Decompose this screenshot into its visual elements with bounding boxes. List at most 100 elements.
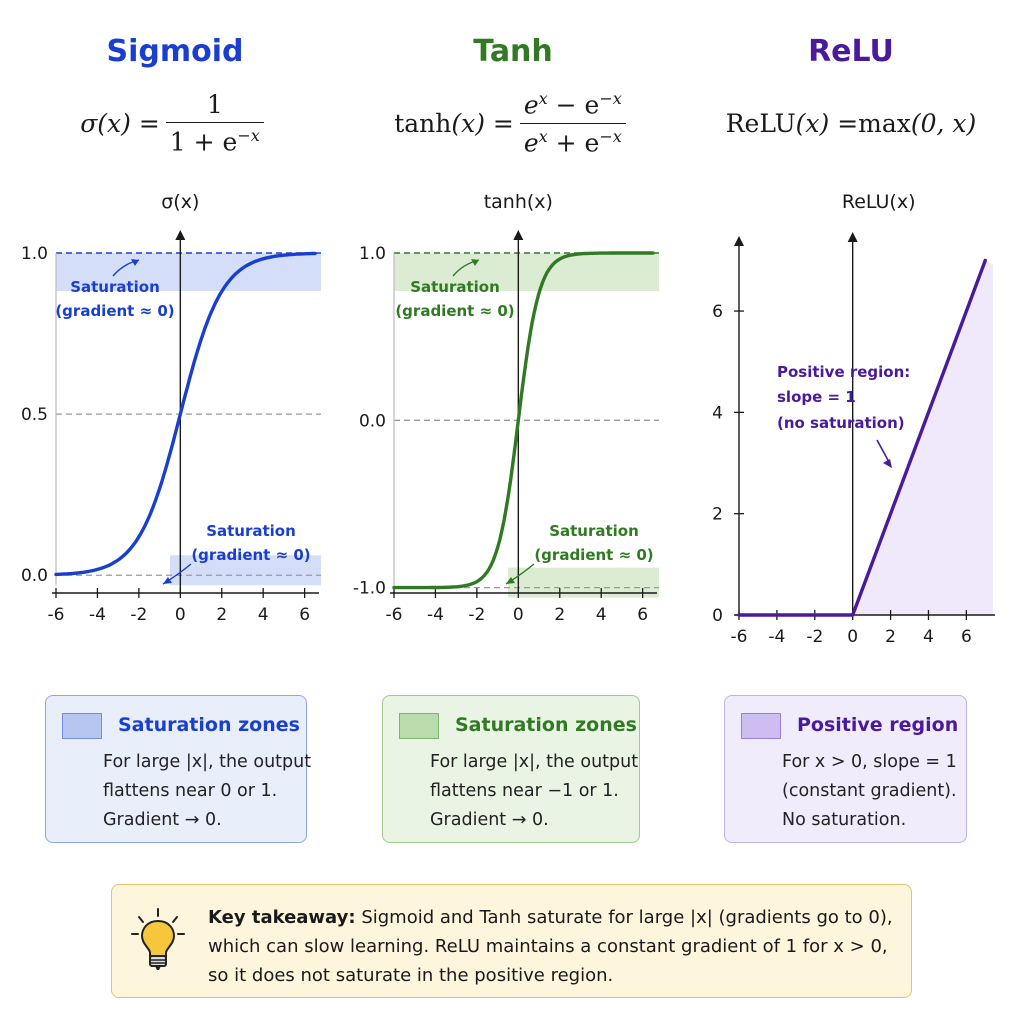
sigmoid-y-tick-label: 0.5	[21, 405, 48, 425]
tanh-den-mid: + e	[547, 127, 600, 157]
sigmoid-formula-exponent: −x	[237, 125, 260, 145]
relu-y-axis-label: ReLU(x)	[842, 191, 916, 213]
relu-y-tick-label: 2	[712, 505, 723, 525]
tanh-annotation-arrowhead	[506, 577, 515, 584]
tanh-saturation-zone-top	[394, 253, 659, 291]
sigmoid-y-axis-label: σ(x)	[161, 191, 199, 213]
relu-legend-swatch	[741, 713, 781, 739]
sigmoid-legend: Saturation zones For large |x|, the outp…	[45, 695, 311, 843]
sigmoid-annotation-label: (gradient ≈ 0)	[191, 546, 310, 564]
tanh-y-axis-label: tanh(x)	[484, 191, 553, 213]
relu-x-tick-label: -6	[731, 627, 748, 647]
tanh-num-sup1: x	[538, 89, 548, 109]
tanh-legend-title: Saturation zones	[455, 714, 637, 736]
sigmoid-series-line	[54, 251, 317, 577]
tanh-annotation-label: (gradient ≈ 0)	[534, 546, 653, 564]
tanh-num-mid: − e	[547, 90, 600, 120]
tanh-num-base: e	[523, 90, 539, 120]
tanh-den-sup1: x	[538, 126, 548, 146]
relu-formula: ReLU (x) = max (0, x)	[681, 88, 1021, 158]
sigmoid-saturation-zone-top	[56, 253, 321, 291]
relu-positive-region-shade	[852, 260, 993, 615]
relu-y-tick-label: 6	[712, 302, 723, 322]
tanh-formula: tanh (x) = ex − e−x ex + e−x	[343, 88, 683, 158]
relu-series-line	[737, 258, 987, 617]
relu-y-axis-left-arrow	[734, 236, 744, 246]
sigmoid-y-tick-label: 1.0	[21, 244, 48, 264]
tanh-den-sup2: −x	[599, 126, 622, 146]
tanh-y-tick-label: 1.0	[359, 244, 386, 264]
relu-legend-line: No saturation.	[782, 810, 907, 830]
sigmoid-formula-denominator: 1 + e	[169, 127, 238, 157]
takeaway-label: Key takeaway:	[208, 907, 356, 928]
tanh-x-tick-label: -6	[386, 605, 403, 625]
sigmoid-formula-lhs: σ(x) =	[80, 108, 160, 138]
tanh-chart: tanh(x) -1.0 0.0 1.0 -6 -4 -2 0 2 4 6 Saturation (gr…	[353, 191, 659, 625]
tanh-panel: Tanh tanh (x) = ex − e−x ex + e−x tanh(x)…	[343, 0, 683, 660]
relu-legend-title: Positive region	[797, 714, 959, 736]
tanh-annotation-label: (gradient ≈ 0)	[395, 302, 514, 320]
sigmoid-x-tick-label: 2	[216, 605, 227, 625]
tanh-series-line	[392, 251, 655, 590]
tanh-x-tick-label: -4	[427, 605, 444, 625]
tanh-num-sup2: −x	[599, 89, 622, 109]
sigmoid-x-tick-label: -6	[48, 605, 65, 625]
sigmoid-legend-line: flattens near 0 or 1.	[103, 781, 278, 801]
sigmoid-x-tick-label: 6	[299, 605, 310, 625]
relu-formula-args: (0, x)	[910, 108, 977, 138]
sigmoid-saturation-zone-bottom	[169, 555, 321, 586]
relu-x-tick-label: 6	[961, 627, 972, 647]
sigmoid-x-tick-label: -2	[130, 605, 147, 625]
relu-y-tick-label: 0	[712, 606, 723, 626]
sigmoid-legend-title: Saturation zones	[118, 714, 300, 736]
tanh-x-tick-label: -2	[468, 605, 485, 625]
tanh-x-tick-label: 0	[513, 605, 524, 625]
tanh-x-tick-label: 6	[637, 605, 648, 625]
tanh-legend: Saturation zones For large |x|, the outp…	[382, 695, 640, 843]
tanh-y-tick-label: -1.0	[353, 579, 386, 599]
sigmoid-panel: Sigmoid σ(x) = 1 1 + e−x σ(x) 0.0 0.5 1.0 -6…	[5, 0, 345, 660]
relu-formula-rest: (x) =	[795, 108, 859, 138]
sigmoid-formula-numerator: 1	[206, 89, 223, 119]
relu-x-tick-label: -2	[806, 627, 823, 647]
relu-panel: ReLU ReLU (x) = max (0, x) ReLU(x) 0 2 4 6 -6 -4…	[681, 0, 1021, 660]
sigmoid-annotation-arrowhead	[163, 577, 172, 584]
tanh-x-tick-label: 2	[554, 605, 565, 625]
relu-annotation-arrowhead	[883, 459, 892, 468]
tanh-legend-line: For large |x|, the output	[430, 752, 639, 772]
key-takeaway-box: Key takeaway: Sigmoid and Tanh saturate …	[111, 884, 912, 998]
relu-annotation-label: slope = 1	[777, 388, 856, 406]
sigmoid-y-axis-arrow	[175, 230, 186, 240]
tanh-annotation-label: Saturation	[549, 522, 639, 540]
sigmoid-x-tick-label: 0	[175, 605, 186, 625]
relu-y-axis-arrow	[847, 232, 858, 242]
takeaway-line: so it does not saturate in the positive …	[208, 965, 614, 986]
sigmoid-chart: σ(x) 0.0 0.5 1.0 -6 -4 -2 0 2 4 6 Saturation (gradie…	[21, 191, 321, 625]
sigmoid-legend-line: For large |x|, the output	[103, 752, 312, 772]
relu-formula-max: max	[858, 108, 911, 138]
tanh-y-tick-label: 0.0	[359, 411, 386, 431]
tanh-title: Tanh	[473, 34, 553, 69]
relu-x-tick-label: 0	[847, 627, 858, 647]
relu-formula-fn: ReLU	[725, 108, 796, 138]
relu-title: ReLU	[808, 34, 894, 69]
tanh-legend-swatch	[399, 713, 439, 739]
tanh-formula-arg: (x) =	[451, 108, 514, 138]
tanh-y-axis-arrow	[513, 230, 524, 240]
tanh-formula-fn: tanh	[394, 108, 452, 138]
tanh-legend-line: Gradient → 0.	[430, 810, 549, 830]
tanh-den-base: e	[523, 127, 539, 157]
sigmoid-legend-line: Gradient → 0.	[103, 810, 222, 830]
takeaway-line: which can slow learning. ReLU maintains …	[208, 936, 888, 957]
sigmoid-legend-swatch	[62, 713, 102, 739]
relu-x-tick-label: 4	[923, 627, 934, 647]
tanh-annotation-arrowhead	[471, 259, 479, 266]
tanh-legend-line: flattens near −1 or 1.	[430, 781, 619, 801]
sigmoid-x-tick-label: 4	[258, 605, 269, 625]
relu-annotation-label: Positive region:	[777, 363, 910, 381]
sigmoid-annotation-label: (gradient ≈ 0)	[55, 302, 174, 320]
relu-annotation-label: (no saturation)	[777, 414, 905, 432]
sigmoid-formula-fraction: 1 1 + e−x	[165, 89, 264, 157]
sigmoid-formula: σ(x) = 1 1 + e−x	[5, 88, 345, 158]
relu-legend-line: For x > 0, slope = 1	[782, 752, 957, 772]
